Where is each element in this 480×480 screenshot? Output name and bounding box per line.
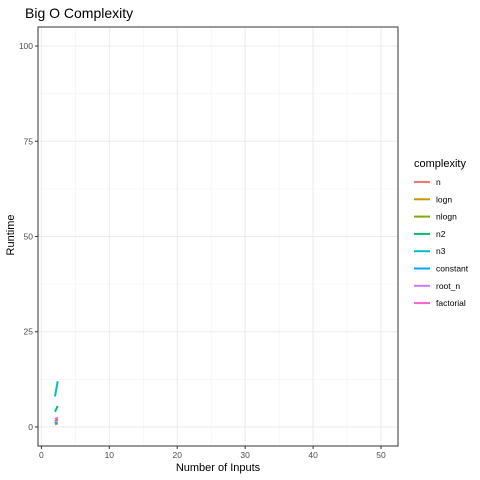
chart-title: Big O Complexity [25, 5, 133, 21]
x-tick-label: 20 [173, 450, 183, 460]
legend-label-nlogn: nlogn [436, 212, 457, 222]
y-axis: 0 25 50 75 100 [19, 41, 38, 432]
y-tick-label: 50 [24, 232, 34, 242]
legend-label-n2: n2 [436, 229, 446, 239]
x-tick-label: 10 [105, 450, 115, 460]
legend-title: complexity [414, 158, 466, 170]
x-axis-title: Number of Inputs [176, 462, 261, 474]
plot-panel [37, 26, 399, 447]
series-line-factorial [54, 416, 59, 421]
x-tick-label: 50 [376, 450, 386, 460]
legend-label-n3: n3 [436, 246, 446, 256]
y-tick-label: 0 [28, 422, 33, 432]
series-line-n2 [54, 405, 59, 413]
x-tick-label: 40 [308, 450, 318, 460]
y-tick-label: 25 [24, 327, 34, 337]
y-tick-label: 100 [19, 41, 33, 51]
gridlines [38, 27, 398, 446]
series-line-n3 [53, 381, 59, 397]
legend-label-root_n: root_n [436, 281, 460, 291]
series-layer [53, 381, 59, 426]
y-axis-title: Runtime [5, 215, 17, 256]
legend-label-logn: logn [436, 194, 452, 204]
legend: complexity nlognnlognn2n3constantroot_nf… [414, 158, 469, 308]
legend-label-factorial: factorial [436, 298, 466, 308]
legend-label-n: n [436, 177, 441, 187]
legend-label-constant: constant [436, 264, 469, 274]
x-tick-label: 30 [240, 450, 250, 460]
x-axis: 0 10 20 30 40 50 [39, 446, 386, 460]
y-tick-label: 75 [24, 136, 34, 146]
x-tick-label: 0 [39, 450, 44, 460]
